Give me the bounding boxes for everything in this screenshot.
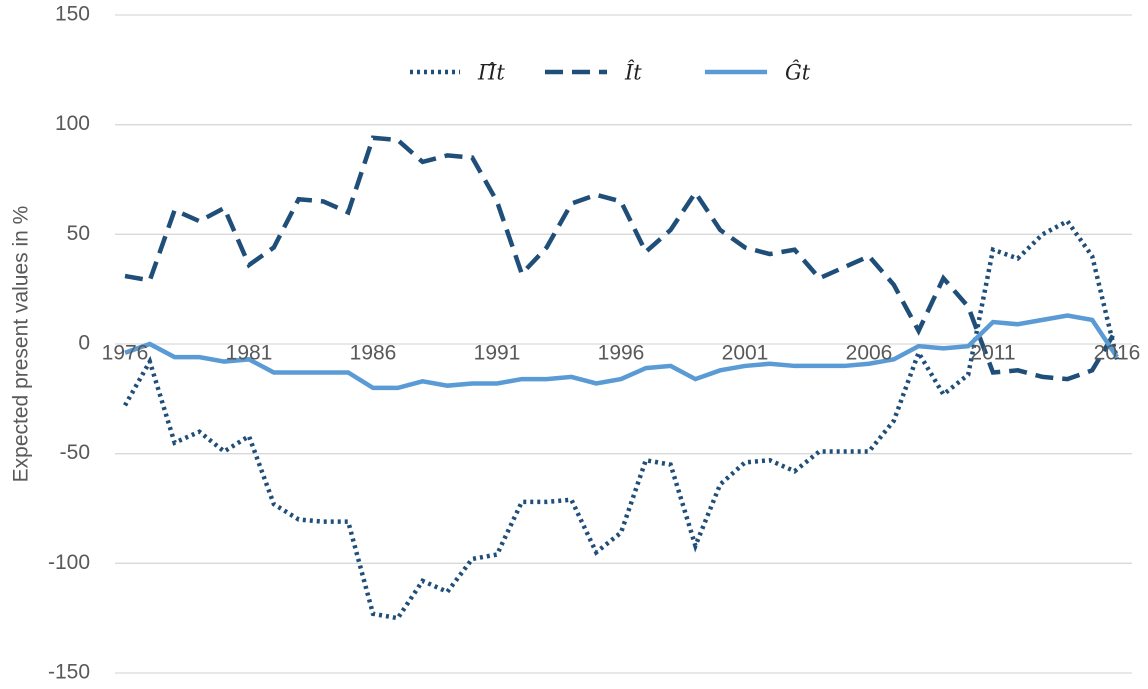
y-tick-label: 150 [55, 3, 90, 26]
x-tick-label: 1991 [474, 342, 521, 365]
series-line [124, 313, 1119, 391]
legend-label: Ĝt [785, 60, 811, 85]
x-tick-label: 2011 [970, 342, 1015, 365]
x-tick-label: 1986 [350, 342, 397, 365]
y-tick-label: -100 [48, 551, 90, 574]
y-axis-label: Expected present values in % [10, 206, 33, 483]
y-tick-label: 50 [67, 222, 90, 245]
x-tick-label: 2006 [846, 342, 893, 365]
x-tick-label: 1981 [226, 342, 273, 365]
legend-label: Ît [624, 61, 642, 85]
x-tick-label: 1996 [598, 342, 645, 365]
legend-label: Π̂t [477, 61, 505, 85]
y-tick-label: -150 [48, 661, 90, 684]
y-tick-label: 0 [78, 332, 90, 355]
x-tick-label: 2001 [722, 342, 769, 365]
x-tick-label: 1976 [102, 342, 149, 365]
series-line [124, 135, 1119, 382]
series-line [123, 218, 1120, 621]
y-tick-label: -50 [60, 441, 90, 464]
y-tick-label: 100 [55, 112, 90, 135]
x-tick-label: 2016 [1094, 342, 1141, 365]
